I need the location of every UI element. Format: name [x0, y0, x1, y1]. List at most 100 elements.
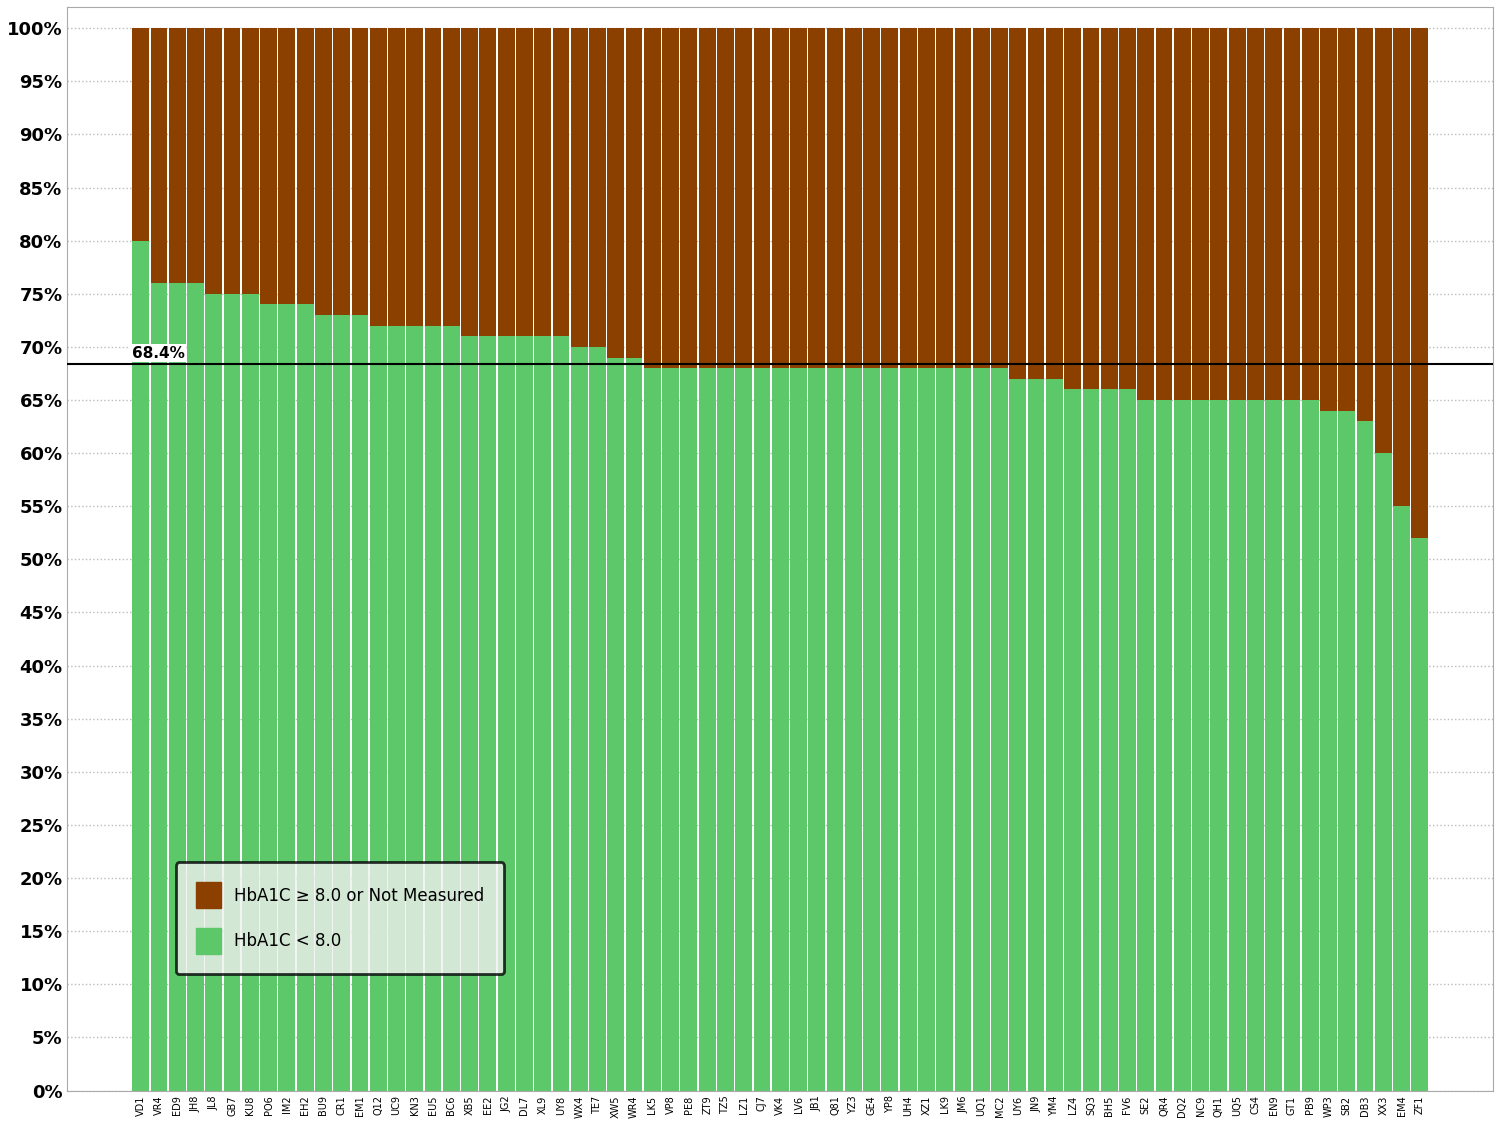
Bar [150, 28, 168, 284]
Bar [333, 28, 350, 315]
Bar [188, 284, 204, 1090]
Bar [662, 28, 680, 368]
Bar [1046, 379, 1064, 1090]
Bar [260, 28, 278, 305]
Bar [1264, 28, 1282, 400]
Bar [1394, 28, 1410, 506]
Bar [1338, 28, 1354, 411]
Bar [862, 368, 880, 1090]
Bar [772, 368, 789, 1090]
Bar [900, 28, 916, 368]
Bar [206, 294, 222, 1090]
Bar [1338, 411, 1354, 1090]
Bar [224, 294, 240, 1090]
Bar [534, 336, 550, 1090]
Bar [572, 28, 588, 346]
Bar [974, 368, 990, 1090]
Text: 68.4%: 68.4% [132, 345, 184, 361]
Bar [1356, 28, 1374, 421]
Bar [297, 305, 314, 1090]
Bar [681, 28, 698, 368]
Bar [1137, 400, 1154, 1090]
Bar [132, 28, 148, 241]
Bar [498, 28, 514, 336]
Bar [406, 325, 423, 1090]
Bar [1101, 389, 1118, 1090]
Bar [552, 28, 570, 336]
Bar [1192, 28, 1209, 400]
Bar [1137, 28, 1154, 400]
Bar [735, 28, 752, 368]
Bar [297, 28, 314, 305]
Bar [1192, 400, 1209, 1090]
Bar [608, 28, 624, 358]
Bar [388, 28, 405, 325]
Bar [1028, 28, 1044, 379]
Bar [1228, 400, 1245, 1090]
Bar [681, 368, 698, 1090]
Bar [717, 28, 734, 368]
Bar [844, 368, 861, 1090]
Bar [1210, 28, 1227, 400]
Bar [900, 368, 916, 1090]
Bar [260, 305, 278, 1090]
Bar [242, 294, 258, 1090]
Bar [1064, 28, 1082, 389]
Bar [1010, 379, 1026, 1090]
Bar [460, 336, 478, 1090]
Bar [699, 28, 715, 368]
Bar [735, 368, 752, 1090]
Bar [333, 315, 350, 1090]
Bar [954, 368, 972, 1090]
Bar [534, 28, 550, 336]
Bar [1028, 379, 1044, 1090]
Bar [936, 28, 952, 368]
Bar [572, 346, 588, 1090]
Bar [498, 336, 514, 1090]
Bar [480, 28, 496, 336]
Bar [790, 368, 807, 1090]
Bar [699, 368, 715, 1090]
Bar [992, 368, 1008, 1090]
Bar [1376, 28, 1392, 453]
Bar [974, 28, 990, 368]
Bar [442, 325, 459, 1090]
Bar [460, 28, 478, 336]
Bar [315, 28, 332, 315]
Bar [862, 28, 880, 368]
Bar [370, 28, 387, 325]
Bar [590, 28, 606, 346]
Bar [844, 28, 861, 368]
Bar [662, 368, 680, 1090]
Bar [388, 325, 405, 1090]
Bar [224, 28, 240, 294]
Bar [1264, 400, 1282, 1090]
Bar [442, 28, 459, 325]
Bar [772, 28, 789, 368]
Bar [1302, 28, 1318, 400]
Bar [808, 28, 825, 368]
Bar [608, 358, 624, 1090]
Bar [406, 28, 423, 325]
Bar [626, 28, 642, 358]
Bar [552, 336, 570, 1090]
Bar [626, 358, 642, 1090]
Bar [1320, 411, 1336, 1090]
Bar [242, 28, 258, 294]
Bar [1064, 389, 1082, 1090]
Bar [370, 325, 387, 1090]
Bar [1412, 538, 1428, 1090]
Bar [1412, 28, 1428, 538]
Bar [1119, 389, 1136, 1090]
Bar [882, 28, 898, 368]
Bar [644, 368, 660, 1090]
Bar [790, 28, 807, 368]
Bar [918, 28, 934, 368]
Bar [1174, 28, 1191, 400]
Bar [1155, 28, 1173, 400]
Bar [992, 28, 1008, 368]
Bar [516, 28, 532, 336]
Bar [170, 284, 186, 1090]
Bar [1394, 506, 1410, 1090]
Bar [279, 28, 296, 305]
